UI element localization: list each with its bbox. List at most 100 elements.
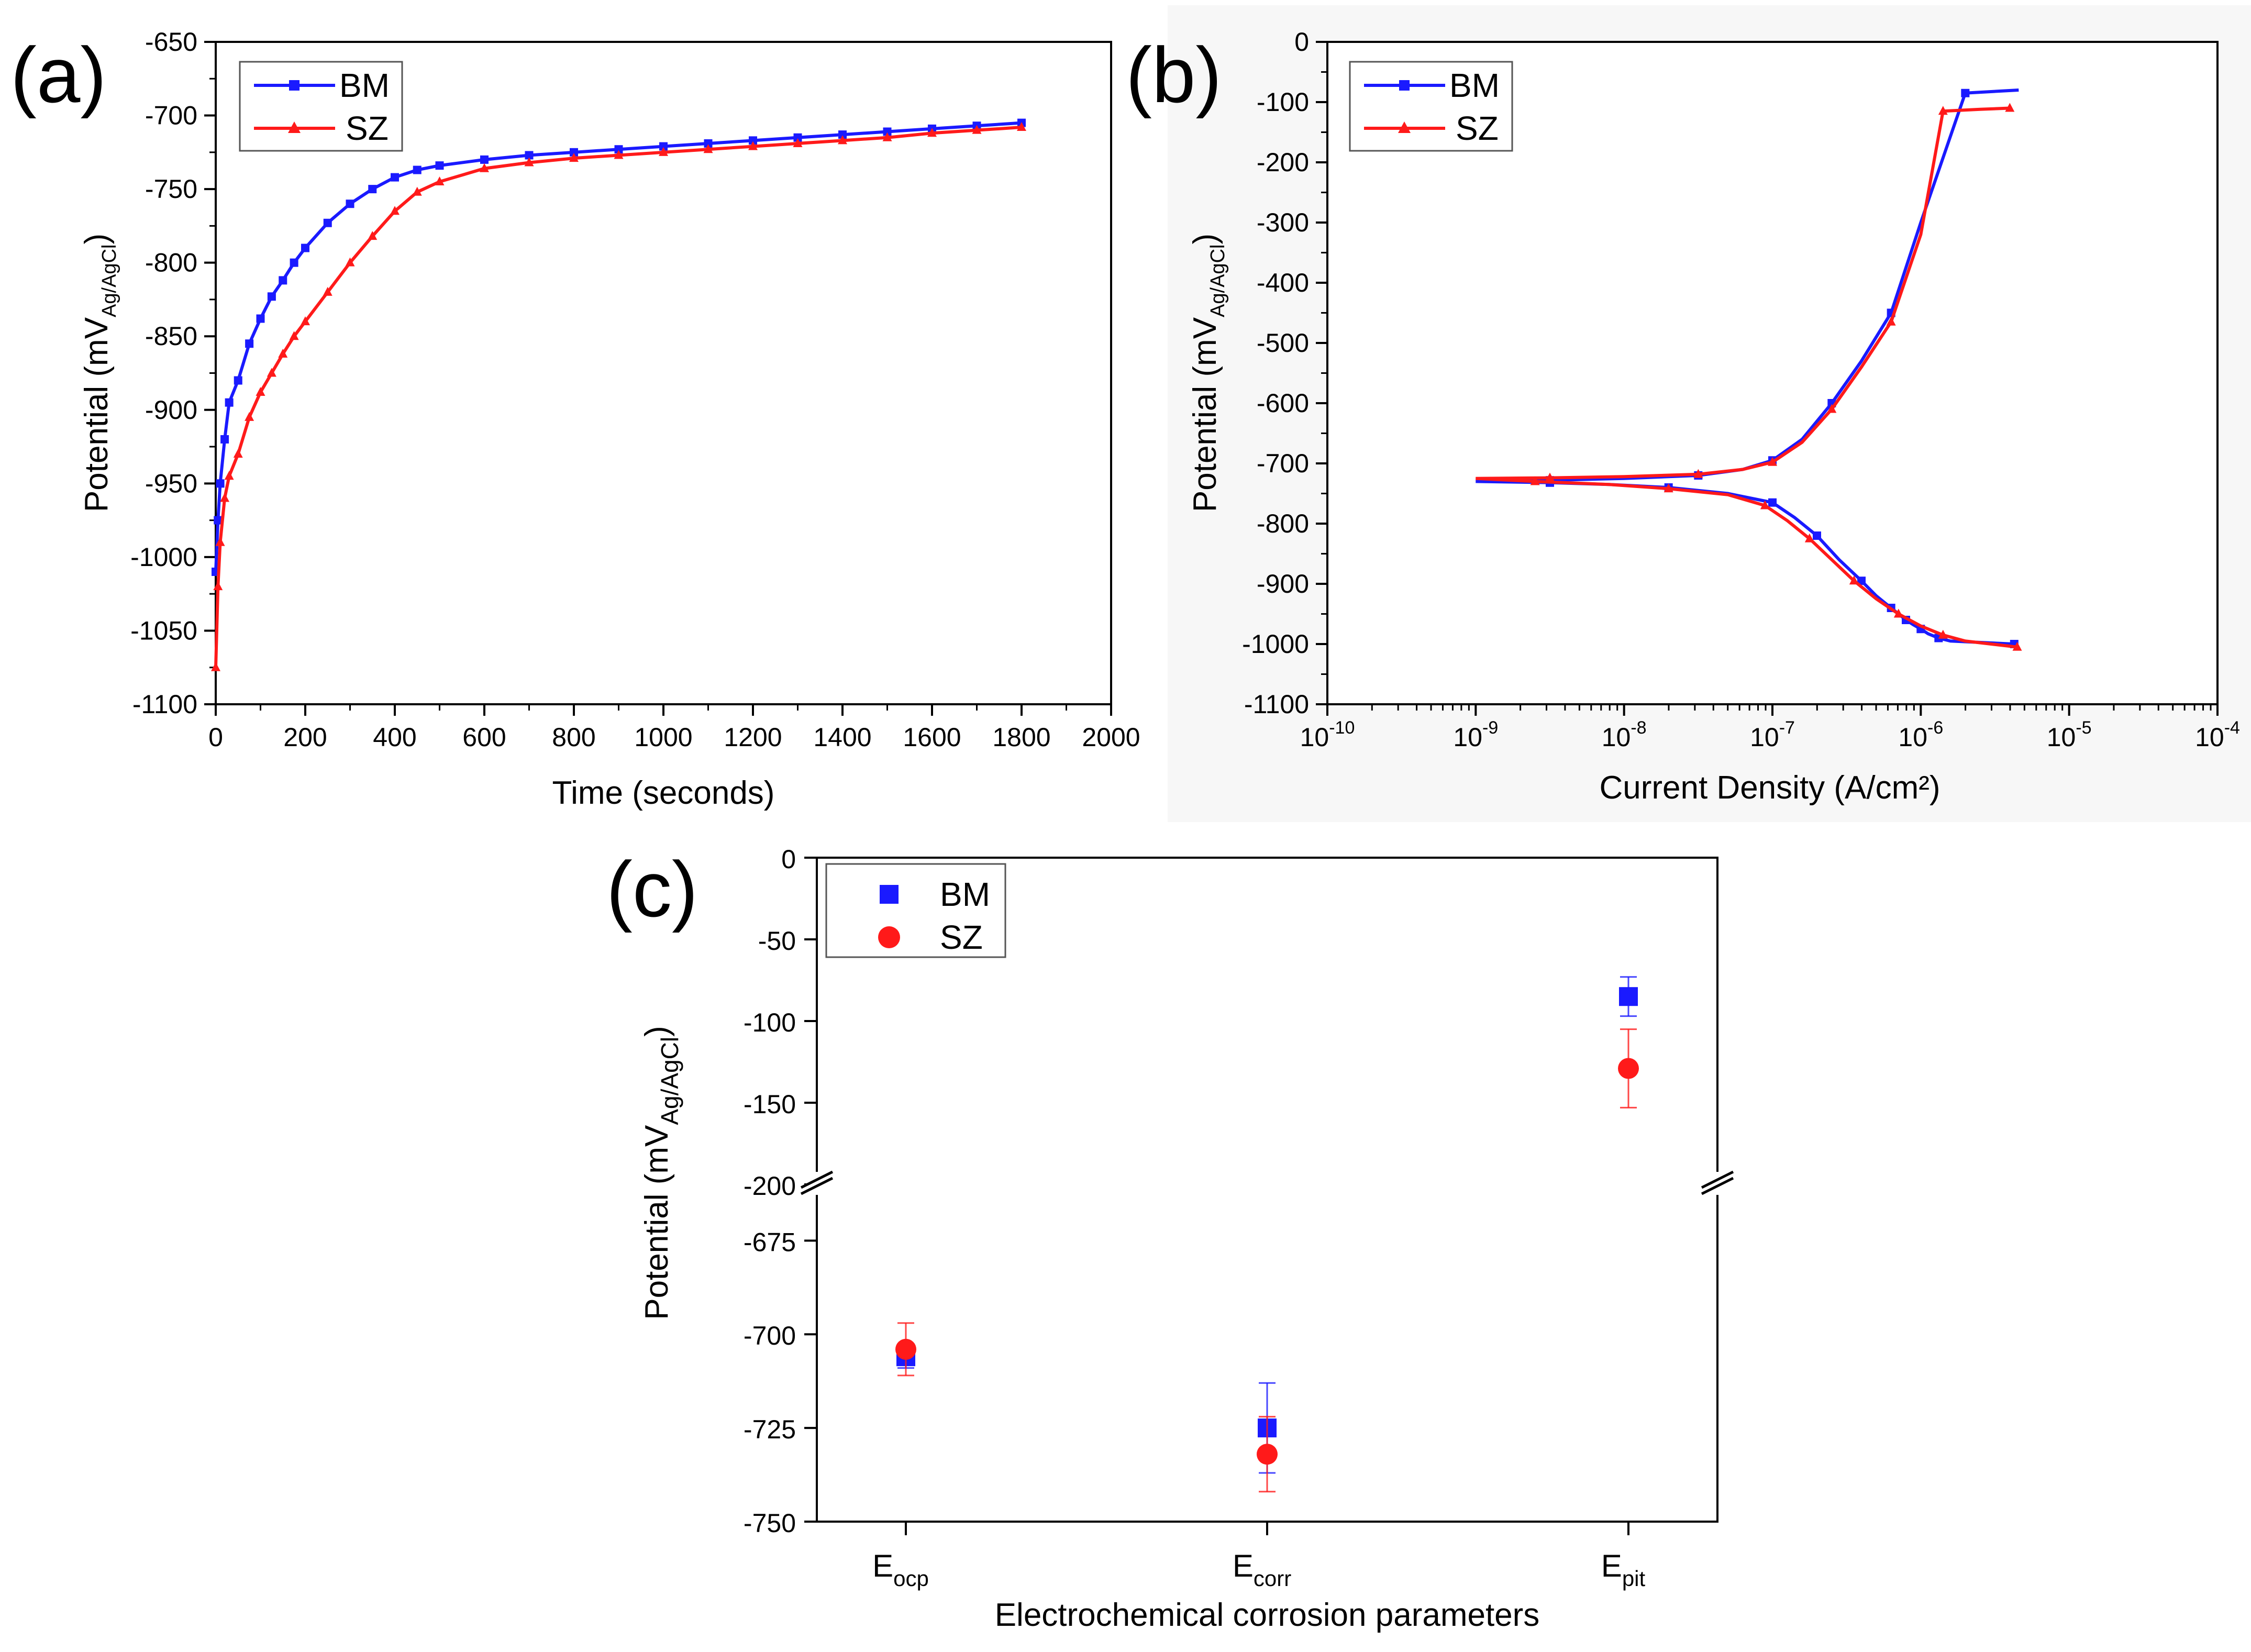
b-y-tick-label: -800 — [1257, 509, 1309, 538]
b-point-SZ — [1827, 404, 1837, 413]
panel-c-y-ticks: 0 -50 -100 -150 -200 -675 -700 -725 -750 — [744, 845, 817, 1538]
b-y-tick-label: -900 — [1257, 569, 1309, 598]
panel-c-legend: BM SZ — [825, 863, 1006, 958]
b-x-tick-base: 10 — [2047, 723, 2076, 752]
a-point-SZ — [211, 662, 220, 671]
a-point-SZ — [882, 132, 892, 141]
panel-c-axis-break-left-mark-2 — [800, 1170, 834, 1189]
b-point-SZ — [2012, 641, 2022, 651]
b-x-tick-label: 10-10 — [1300, 718, 1355, 752]
a-point-BM — [346, 199, 354, 208]
a-point-BM — [245, 339, 254, 348]
panel-c-points — [895, 976, 1639, 1493]
b-point-BM — [1961, 88, 1970, 97]
panel-c-axis-break-right-mark-2 — [1701, 1170, 1734, 1189]
b-point-SZ — [1804, 533, 1814, 542]
a-point-BM — [323, 218, 332, 227]
a-x-tick-label: 2000 — [1082, 723, 1140, 752]
a-point-BM — [614, 145, 623, 154]
a-point-BM — [214, 516, 223, 525]
c-x-tick-label: Epit — [1601, 1548, 1646, 1591]
b-x-tick-base: 10 — [1602, 723, 1631, 752]
panel-a-x-ticks: 0 200 400 600 800 1000 1200 1400 1600 1800 2000 — [208, 704, 1140, 752]
a-point-SZ — [368, 231, 378, 240]
a-point-BM — [480, 155, 489, 164]
a-y-tick-label: -650 — [145, 27, 197, 57]
a-point-BM — [435, 161, 444, 170]
a-point-BM — [413, 165, 422, 174]
b-x-tick-base: 10 — [1453, 723, 1482, 752]
c-x-tick-label: Eocp — [872, 1548, 929, 1591]
panel-c-label: (c) — [606, 845, 698, 933]
a-y-tick-label: -950 — [145, 469, 197, 498]
a-x-tick-label: 0 — [208, 723, 223, 752]
b-y-tick-label: -700 — [1257, 449, 1309, 478]
b-x-tick-label: 10-7 — [1750, 718, 1795, 752]
c-y-tick-label: -700 — [744, 1321, 796, 1350]
panel-a-x-axis-title: Time (seconds) — [552, 775, 775, 811]
panel-c-legend-bm-marker — [880, 885, 899, 904]
panel-c-parameters-chart: (c) 0 -50 -100 -150 -200 -675 -700 -725 -750 Eoc… — [606, 845, 1734, 1633]
panel-a-legend-bm-label: BM — [339, 66, 390, 104]
b-x-tick-exponent: -5 — [2076, 718, 2091, 738]
c-y-tick-label: -50 — [758, 926, 796, 956]
a-point-SZ — [323, 286, 332, 296]
a-point-BM — [220, 435, 229, 444]
b-x-tick-label: 10-9 — [1453, 718, 1498, 752]
b-y-tick-label: -400 — [1257, 268, 1309, 297]
c-point-SZ — [895, 1338, 916, 1360]
a-y-tick-label: -900 — [145, 395, 197, 425]
c-x-tick-main: E — [872, 1548, 893, 1583]
a-point-SZ — [233, 449, 243, 458]
a-x-tick-label: 1400 — [813, 723, 871, 752]
a-point-SZ — [213, 581, 223, 591]
panel-c-x-ticks: Eocp Ecorr Epit — [872, 1522, 1646, 1591]
b-x-tick-base: 10 — [1300, 723, 1329, 752]
b-point-SZ — [1938, 629, 1948, 639]
b-point-SZ — [2005, 103, 2015, 112]
b-point-BM — [1768, 498, 1777, 507]
a-point-SZ — [703, 144, 713, 153]
a-x-tick-label: 1000 — [634, 723, 692, 752]
a-point-BM — [391, 173, 399, 182]
a-point-SZ — [927, 128, 937, 137]
c-x-tick-main: E — [1233, 1548, 1254, 1583]
panel-b-x-ticks: 10-10 10-9 10-8 10-7 10-6 10-5 10-4 — [1300, 704, 2240, 752]
a-point-SZ — [215, 537, 225, 546]
a-point-SZ — [390, 206, 400, 215]
a-point-SZ — [289, 331, 299, 340]
a-x-tick-label: 1600 — [903, 723, 961, 752]
panel-b-legend-sz-label: SZ — [1456, 109, 1499, 147]
a-point-SZ — [569, 153, 579, 162]
c-point-SZ — [1257, 1444, 1278, 1465]
b-y-tick-label: -600 — [1257, 389, 1309, 418]
b-x-tick-base: 10 — [1750, 723, 1779, 752]
b-point-SZ — [1938, 106, 1948, 115]
panel-b-y-ticks: 0 -100 -200 -300 -400 -500 -600 -700 -800 -900 -10… — [1242, 27, 1327, 719]
a-point-SZ — [614, 150, 624, 159]
b-y-tick-label: -200 — [1257, 148, 1309, 177]
a-x-tick-label: 200 — [283, 723, 327, 752]
b-y-tick-label: 0 — [1294, 27, 1309, 57]
a-point-BM — [234, 376, 242, 385]
a-point-SZ — [267, 368, 276, 377]
panel-c-axis-break-left-mark-1 — [800, 1177, 834, 1195]
a-point-SZ — [659, 147, 668, 156]
b-x-tick-exponent: -6 — [1927, 718, 1943, 738]
a-x-tick-label: 800 — [552, 723, 595, 752]
c-x-tick-label: Ecorr — [1233, 1548, 1291, 1591]
b-y-tick-label: -100 — [1257, 87, 1309, 117]
a-point-SZ — [345, 257, 355, 267]
a-y-tick-label: -850 — [145, 321, 197, 351]
a-point-SZ — [278, 348, 288, 358]
b-x-tick-exponent: -10 — [1329, 718, 1355, 738]
panel-a-legend-bm-marker — [289, 80, 300, 91]
a-y-tick-label: -1000 — [130, 542, 197, 572]
b-y-tick-label: -300 — [1257, 208, 1309, 237]
c-x-tick-main: E — [1601, 1548, 1622, 1583]
panel-a-label: (a) — [10, 31, 106, 119]
a-point-SZ — [748, 141, 758, 150]
a-x-tick-label: 1200 — [724, 723, 782, 752]
panel-c-legend-sz-marker — [878, 926, 900, 948]
a-point-BM — [749, 136, 757, 145]
